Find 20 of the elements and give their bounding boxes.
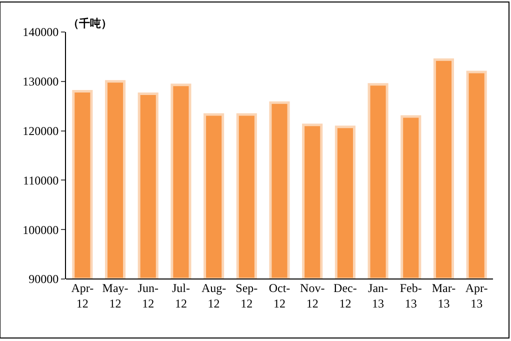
x-tick-label: Jul- 12: [172, 281, 190, 311]
x-tick-label: Sep- 12: [236, 281, 258, 311]
x-tick-label: Oct- 12: [268, 281, 290, 311]
x-tick-label: Jun- 12: [138, 281, 158, 311]
y-tick-label: 90000: [28, 272, 59, 286]
x-tick-label: Jan- 13: [368, 281, 388, 311]
y-tick-label: 140000: [22, 25, 59, 40]
y-tick-label: 110000: [23, 173, 59, 188]
x-tick-label: Dec- 12: [334, 281, 357, 311]
x-tick-label: Mar- 13: [432, 281, 456, 311]
y-axis-title: （千吨）: [68, 17, 112, 30]
x-tick-label: Aug- 12: [201, 281, 226, 311]
y-tick-label: 120000: [22, 124, 59, 138]
y-tick-label: 130000: [22, 74, 59, 89]
x-tick-label: Apr- 12: [71, 281, 94, 311]
y-tick-label: 100000: [22, 222, 59, 237]
x-tick-label: Nov- 12: [300, 281, 325, 311]
x-tick-label: Feb- 13: [400, 281, 422, 311]
x-tick-label: Apr- 13: [465, 281, 488, 311]
x-tick-label: May- 12: [102, 281, 128, 311]
